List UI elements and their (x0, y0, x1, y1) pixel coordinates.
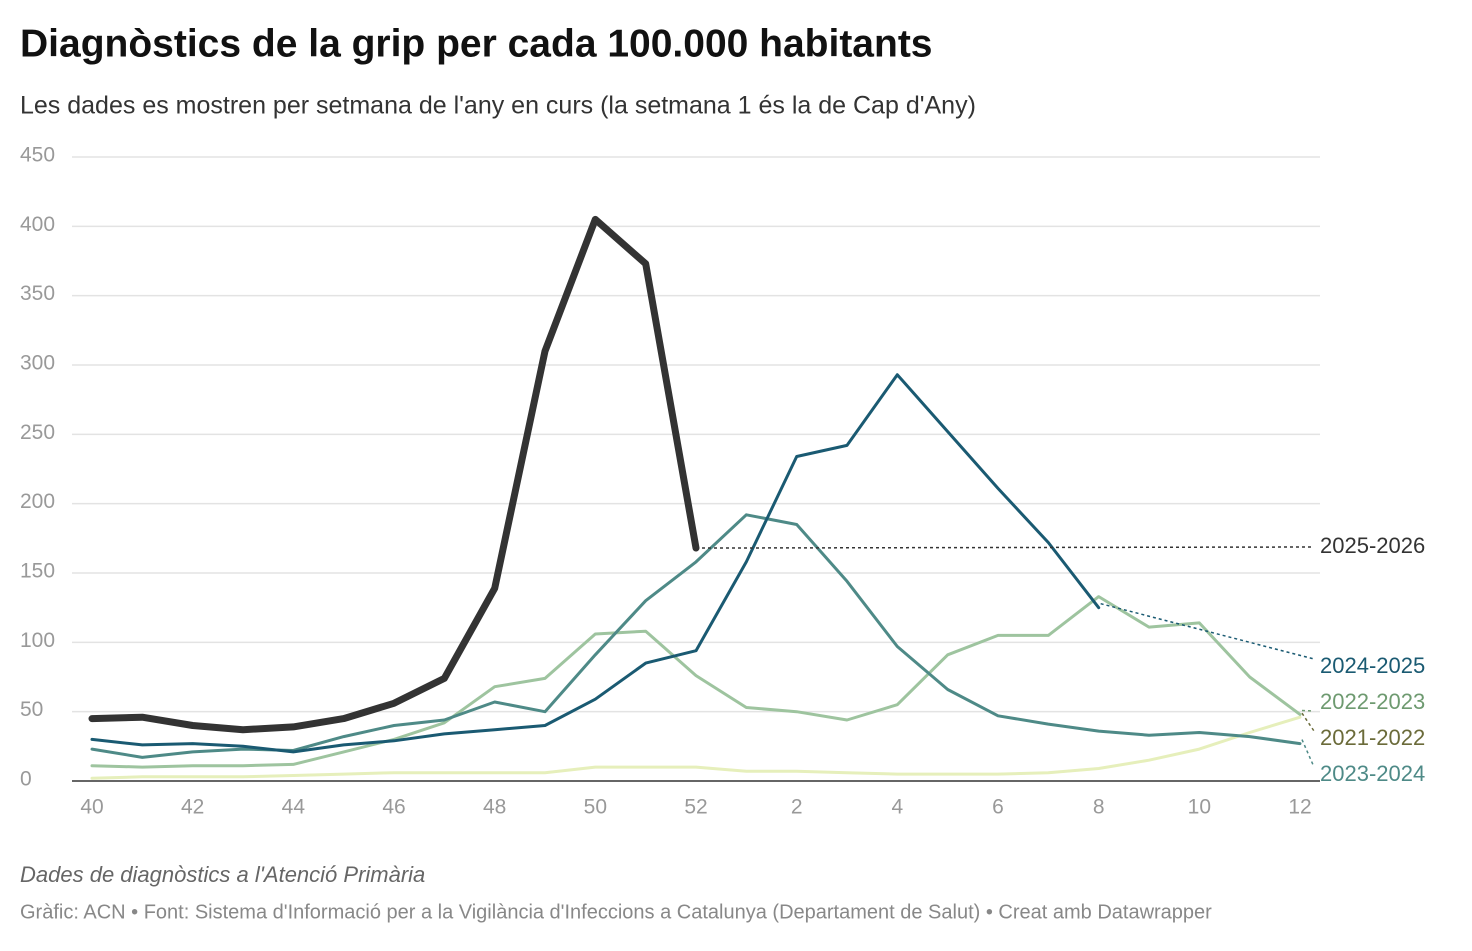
x-tick-label: 44 (282, 796, 306, 819)
x-tick-label: 46 (382, 796, 405, 819)
x-tick-label: 2 (791, 796, 803, 819)
series-line (90, 373, 1101, 754)
x-tick-label: 52 (684, 796, 707, 819)
y-tick-label: 0 (20, 768, 32, 791)
y-tick-label: 150 (20, 560, 55, 583)
x-tick-label: 40 (80, 796, 103, 819)
chart-source: Gràfic: ACN • Font: Sistema d'Informació… (20, 901, 1212, 923)
label-leader (1100, 602, 1315, 660)
x-tick-label: 42 (181, 796, 204, 819)
label-leader (1301, 709, 1315, 712)
series-line (90, 715, 1302, 780)
series-label: 2024-2025 (1320, 653, 1425, 678)
label-leader (1301, 712, 1315, 732)
y-tick-label: 200 (20, 490, 55, 513)
x-tick-label: 10 (1188, 796, 1211, 819)
y-tick-label: 300 (20, 352, 55, 375)
y-tick-label: 250 (20, 421, 55, 444)
y-tick-label: 100 (20, 629, 55, 652)
series-label: 2023-2024 (1320, 761, 1425, 786)
y-tick-label: 400 (20, 213, 55, 236)
series-label: 2021-2022 (1320, 725, 1425, 750)
x-tick-label: 50 (584, 796, 607, 819)
series-label: 2022-2023 (1320, 689, 1425, 714)
x-tick-label: 48 (483, 796, 506, 819)
y-tick-label: 50 (20, 698, 43, 721)
y-tick-label: 450 (20, 144, 55, 167)
series-line (88, 215, 700, 734)
label-leader (1301, 739, 1315, 768)
chart-title: Diagnòstics de la grip per cada 100.000 … (20, 22, 933, 65)
chart-subtitle: Les dades es mostren per setmana de l'an… (20, 92, 976, 120)
series-label: 2025-2026 (1320, 533, 1425, 558)
chart-note: Dades de diagnòstics a l'Atenció Primàri… (20, 862, 425, 887)
label-leader (701, 546, 1313, 549)
y-tick-label: 350 (20, 282, 55, 305)
x-tick-label: 12 (1288, 796, 1311, 819)
x-tick-label: 6 (992, 796, 1004, 819)
series-line (90, 595, 1302, 769)
x-tick-label: 4 (891, 796, 903, 819)
x-tick-label: 8 (1093, 796, 1105, 819)
